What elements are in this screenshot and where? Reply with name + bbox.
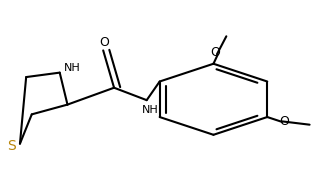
Text: O: O	[210, 46, 220, 59]
Text: NH: NH	[64, 63, 80, 73]
Text: S: S	[7, 139, 16, 153]
Text: O: O	[99, 36, 109, 49]
Text: NH: NH	[141, 105, 158, 115]
Text: O: O	[280, 115, 290, 127]
